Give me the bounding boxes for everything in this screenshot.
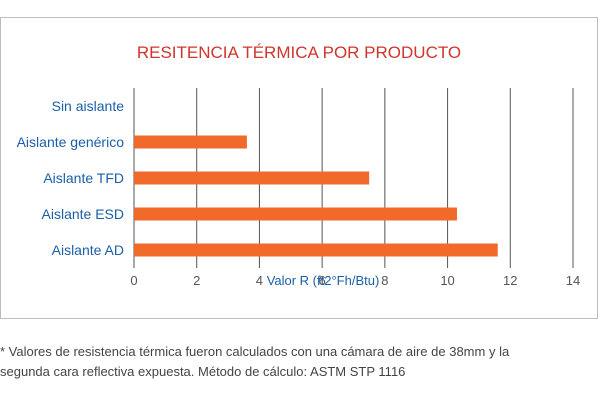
x-tick-label: 6 [319,273,326,288]
x-tick-label: 14 [566,273,580,288]
category-label: Sin aislante [52,98,125,114]
x-tick-label: 4 [256,273,263,288]
category-label: Aislante TFD [43,170,124,186]
category-label: Aislante ESD [42,206,124,222]
chart-title: RESITENCIA TÉRMICA POR PRODUCTO [137,43,461,62]
bar [134,207,457,221]
bar [134,171,370,185]
x-tick-label: 0 [130,273,137,288]
bars [134,135,498,257]
x-tick-labels: 0 2 4 6 8 10 12 14 [130,273,580,288]
x-tick-label: 8 [381,273,388,288]
category-label: Aislante genérico [17,134,125,150]
category-label: Aislante AD [52,242,124,258]
x-tick-label: 10 [440,273,454,288]
x-tick-label: 2 [193,273,200,288]
bar [134,135,247,149]
bar [134,243,498,257]
category-labels: Sin aislante Aislante genérico Aislante TF… [17,98,125,258]
footnote-line-1: * Valores de resistencia térmica fueron … [0,344,510,359]
bar-chart: RESITENCIA TÉRMICA POR PRODUCTO Sin aisl… [17,43,581,288]
footnote-line-2: segunda cara reflectiva expuesta. Método… [0,364,406,379]
x-axis-label: Valor R (ft2°Fh/Btu) [267,273,380,288]
chart-frame: RESITENCIA TÉRMICA POR PRODUCTO Sin aisl… [0,17,598,319]
x-tick-label: 12 [503,273,517,288]
footnote: * Valores de resistencia térmica fueron … [0,342,600,382]
